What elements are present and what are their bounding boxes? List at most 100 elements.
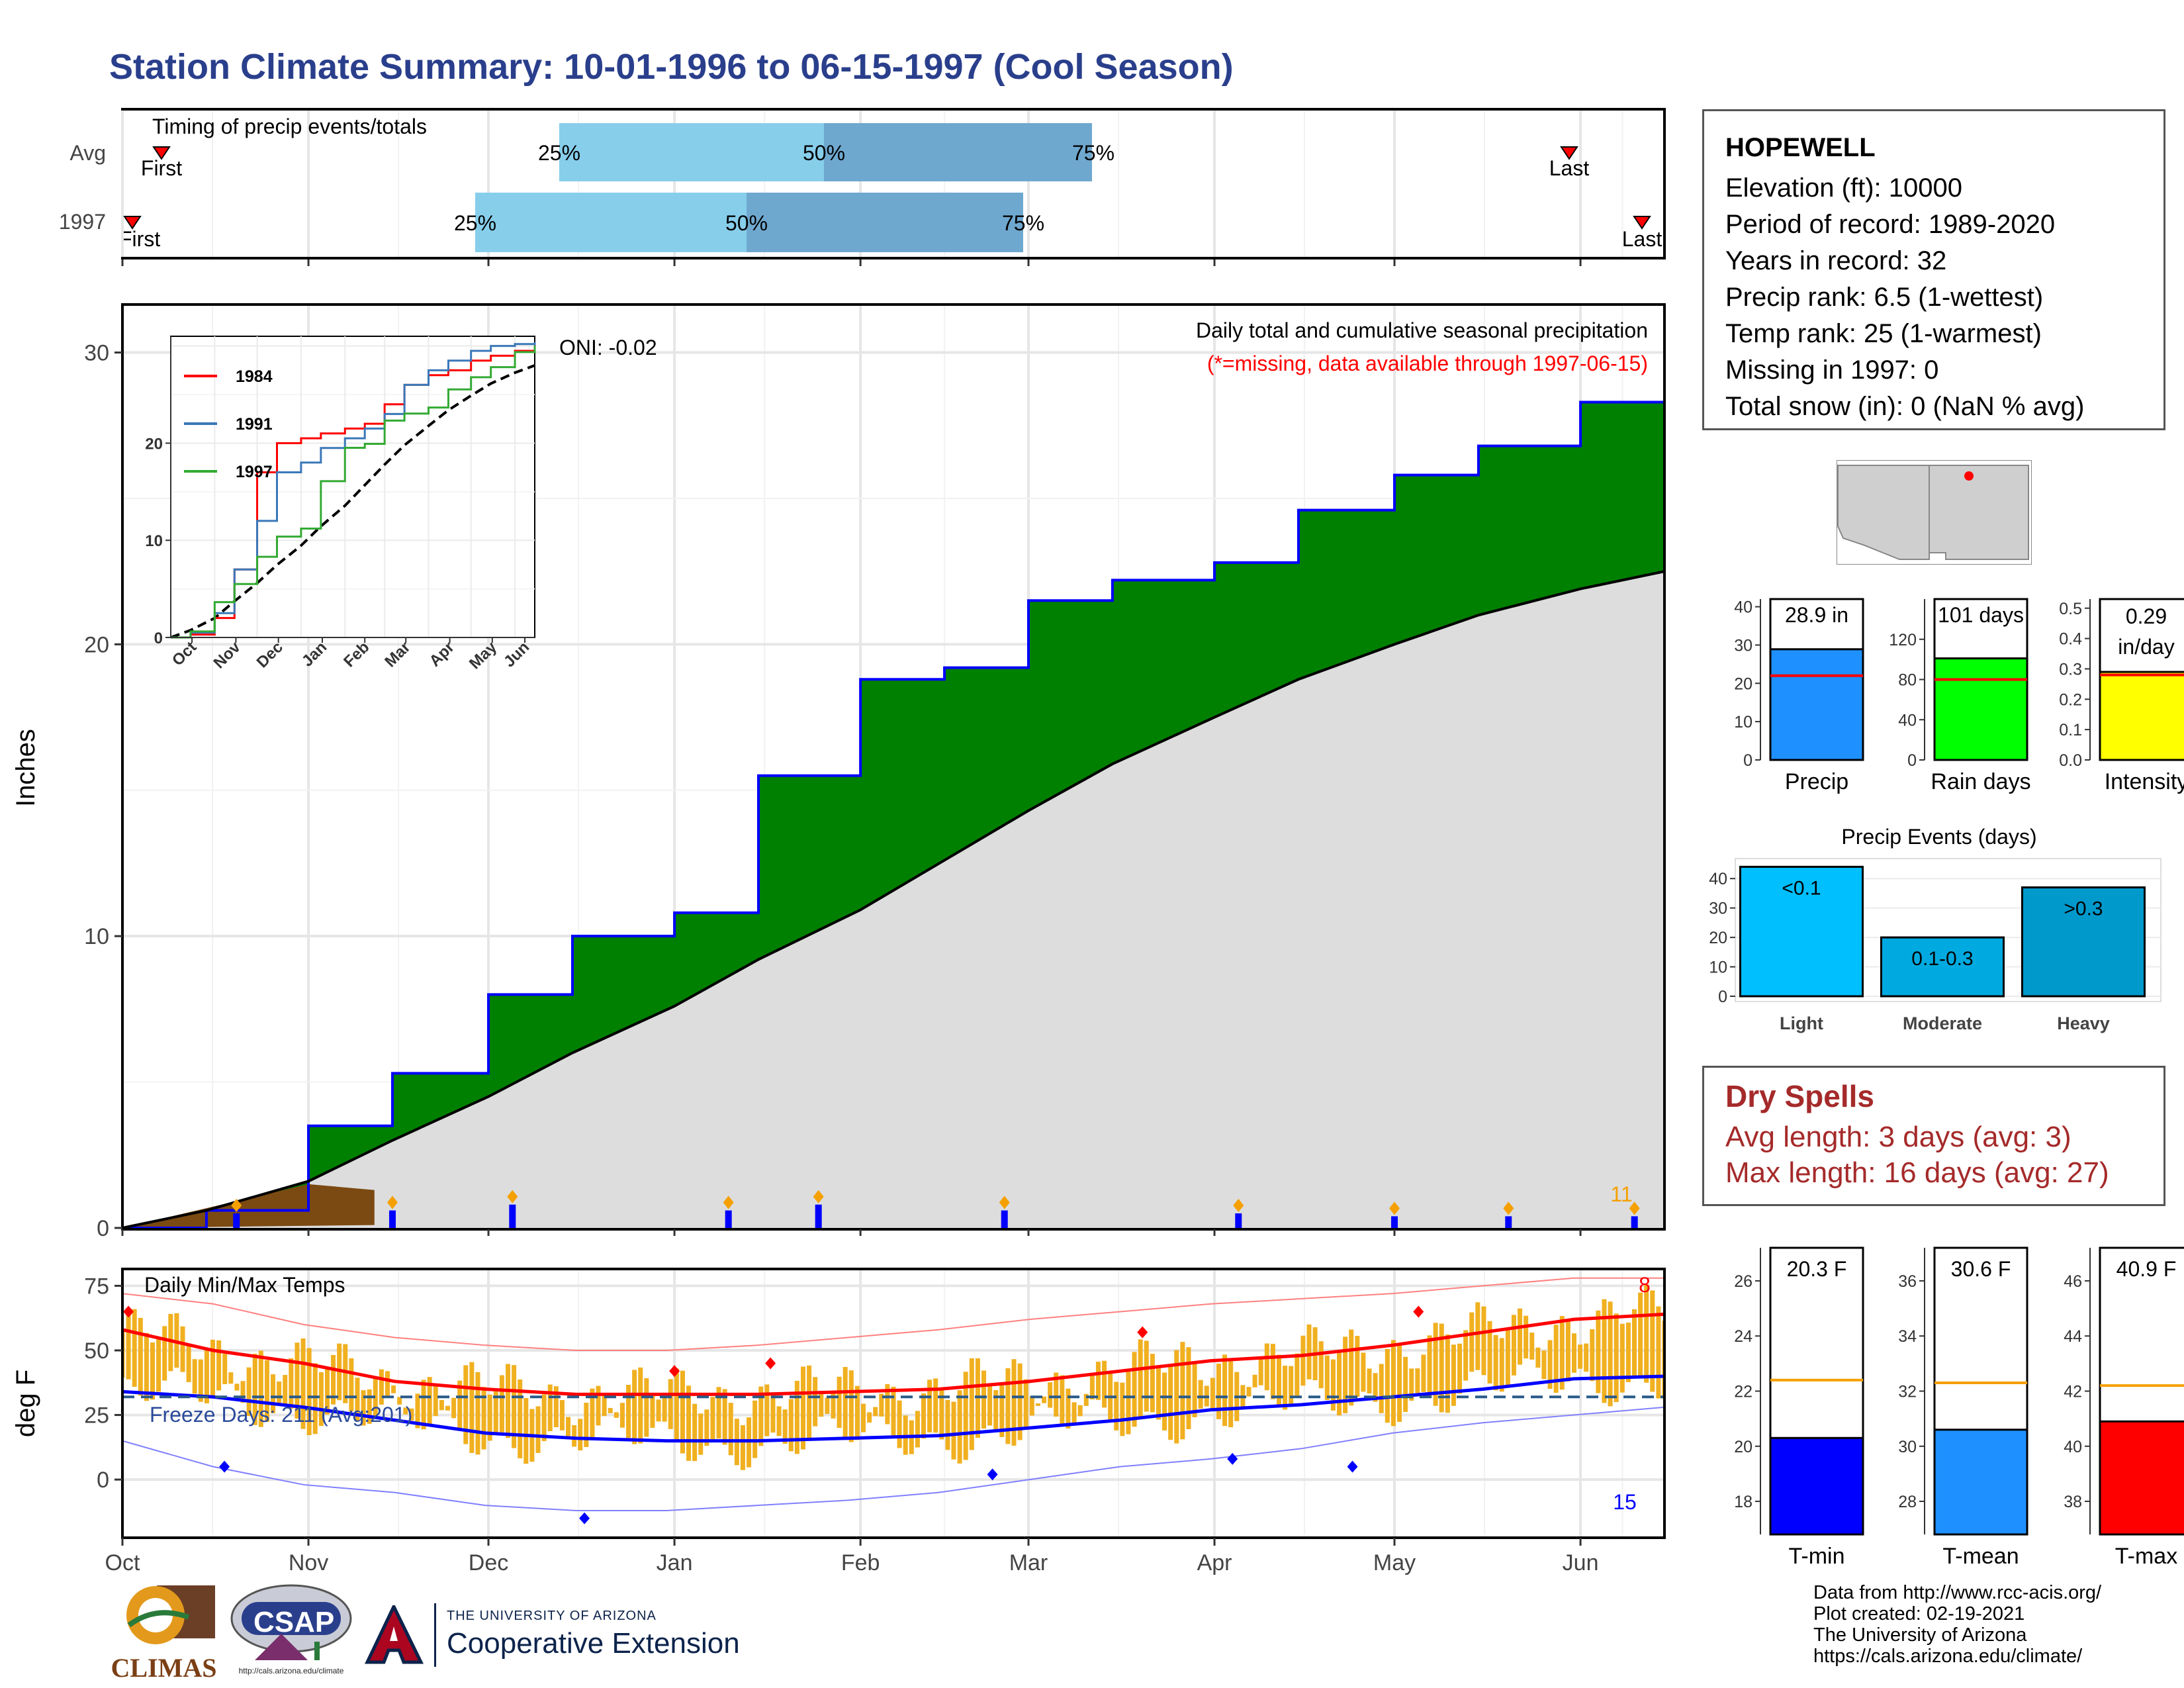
locator-map <box>1837 460 2032 565</box>
temp-bar-ytick-label: 26 <box>1734 1272 1752 1291</box>
events-ytick-label: 20 <box>1709 929 1727 947</box>
timing-1997-first: First <box>119 227 160 251</box>
daily-temp-range-bar <box>1571 1333 1576 1373</box>
events-ytick-label: 40 <box>1709 870 1727 888</box>
daily-precip-record-marker <box>999 1196 1010 1209</box>
mini-ytick-label: 0.4 <box>2059 630 2082 649</box>
station-temp-rank: Temp rank: 25 (1-warmest) <box>1725 319 2042 348</box>
daily-temp-range-bar <box>271 1374 276 1413</box>
mini-ytick-label: 80 <box>1898 671 1917 690</box>
daily-temp-range-bar <box>1071 1402 1077 1425</box>
daily-temp-range-bar <box>1385 1348 1390 1423</box>
daily-temp-range-bar <box>1445 1335 1450 1413</box>
station-period: Period of record: 1989-2020 <box>1725 210 2056 239</box>
daily-temp-range-bar <box>312 1363 318 1434</box>
station-precip-rank: Precip rank: 6.5 (1-wettest) <box>1725 283 2044 312</box>
map-station-marker <box>1964 471 1974 481</box>
daily-temp-range-bar <box>1324 1355 1330 1400</box>
daily-temp-range-bar <box>596 1385 601 1426</box>
temp-frame <box>121 1268 1666 1539</box>
daily-temp-range-bar <box>283 1375 288 1404</box>
mini-ytick-label: 0.3 <box>2059 660 2082 679</box>
daily-temp-range-bar <box>848 1370 854 1442</box>
daily-temp-range-bar <box>1017 1363 1023 1440</box>
station-missing: Missing in 1997: 0 <box>1725 355 1939 385</box>
daily-temp-range-bar <box>1596 1310 1601 1393</box>
daily-temp-range-bar <box>1168 1364 1173 1440</box>
daily-precip-bar <box>1235 1213 1242 1228</box>
daily-temp-range-bar <box>1487 1321 1492 1383</box>
daily-temp-range-bar <box>1095 1362 1101 1400</box>
daily-temp-range-bar <box>433 1386 438 1417</box>
daily-temp-range-bar <box>1421 1354 1426 1392</box>
daily-temp-range-bar <box>662 1393 667 1422</box>
mini-bar-value: 28.9 in <box>1785 603 1848 627</box>
daily-temp-range-bar <box>234 1383 240 1391</box>
daily-temp-range-bar <box>1174 1350 1179 1444</box>
daily-temp-range-bar <box>1258 1356 1263 1385</box>
temp-max-count: 8 <box>1639 1273 1651 1297</box>
timing-panel: Timing of precip events/totals 25% 50% 7… <box>59 108 1666 259</box>
daily-temp-range-bar <box>951 1401 956 1460</box>
daily-temp-range-bar <box>614 1412 619 1418</box>
daily-temp-range-bar <box>921 1393 927 1439</box>
mini-bar-label: Intensity <box>2105 769 2184 794</box>
ytick-label: 20 <box>84 632 109 657</box>
daily-temp-range-bar <box>499 1375 504 1432</box>
daily-temp-range-bar <box>198 1359 203 1402</box>
above-avg-precip-area <box>124 402 1663 1228</box>
credit-plot-created: Plot created: 02-19-2021 <box>1813 1603 2025 1624</box>
mini-ytick-label: 0.1 <box>2059 721 2082 739</box>
daily-temp-range-bar <box>969 1358 974 1450</box>
temp-bar-T-max <box>2099 1420 2184 1536</box>
daily-temp-range-bar <box>842 1367 848 1438</box>
timing-1997-last-marker <box>1633 216 1651 230</box>
daily-temp-range-bar <box>1343 1336 1348 1413</box>
page-title: Station Climate Summary: 10-01-1996 to 0… <box>109 47 1234 87</box>
daily-temp-range-bar <box>156 1339 161 1392</box>
mini-bars-svg: 0 10 20 30 40 28.9 in Precip 0 40 80 120 101 days Ra… <box>1734 598 2184 794</box>
daily-temp-range-bar <box>252 1354 257 1425</box>
daily-temp-range-bar <box>415 1393 420 1429</box>
daily-temp-range-bar <box>385 1371 390 1396</box>
precip-frame <box>121 303 1666 1231</box>
timing-avg-bar-25-50 <box>559 123 824 181</box>
daily-temp-range-bar <box>295 1342 300 1419</box>
daily-temp-range-bar <box>1011 1359 1017 1446</box>
xtick-label: Oct <box>105 1550 140 1575</box>
csap-cloud-icon <box>230 1584 352 1660</box>
daily-precip-record-marker <box>1389 1201 1400 1215</box>
daily-temp-range-bar <box>626 1385 631 1438</box>
daily-temp-range-bar <box>1397 1343 1402 1422</box>
daily-temp-range-bar <box>782 1409 788 1444</box>
daily-temp-range-bar <box>457 1380 463 1431</box>
climas-emblem-icon <box>126 1585 215 1644</box>
precip-ylabel: Inches <box>11 729 40 807</box>
mini-ytick-label: 0.0 <box>2059 751 2082 770</box>
events-ytick-label: 0 <box>1718 988 1727 1006</box>
inset-series-1997 <box>171 346 536 639</box>
temp-bar-value: 30.6 F <box>1951 1257 2011 1281</box>
timing-row-1997: 1997 <box>59 210 106 234</box>
daily-temp-range-bar <box>1578 1344 1583 1369</box>
daily-temp-range-bar <box>1349 1329 1354 1406</box>
daily-temp-range-bar <box>246 1367 251 1417</box>
daily-temp-range-bar <box>1535 1347 1541 1368</box>
daily-temp-range-bar <box>1409 1368 1414 1401</box>
daily-temp-range-bar <box>1198 1380 1203 1409</box>
temp-bar-label: T-max <box>2115 1544 2177 1569</box>
daily-temp-range-bar <box>493 1389 498 1434</box>
daily-temp-range-bar <box>1029 1396 1034 1416</box>
daily-temp-range-bar <box>704 1409 709 1446</box>
precip-panel: 0 10 20 30 Daily total and cumulative seaso… <box>11 303 1666 1241</box>
daily-temp-range-bar <box>469 1362 475 1453</box>
precip-corner-count: 11 <box>1610 1182 1632 1206</box>
daily-precip-bar <box>1001 1210 1008 1228</box>
mini-bar-Rain days <box>1933 657 2028 761</box>
daily-temp-range-bar <box>1054 1372 1059 1417</box>
daily-temp-range-bar <box>1433 1323 1438 1406</box>
daily-temp-range-bar <box>523 1397 529 1464</box>
daily-temp-range-bar <box>728 1403 733 1456</box>
dry-spells-title: Dry Spells <box>1725 1079 1874 1113</box>
timing-1997-50: 50% <box>725 211 768 235</box>
